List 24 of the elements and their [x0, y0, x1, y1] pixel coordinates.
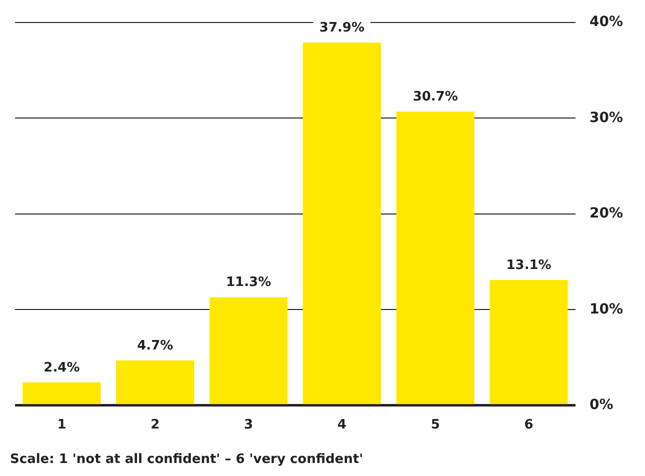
bar	[396, 111, 474, 404]
x-tick-label: 5	[430, 418, 440, 433]
bar	[490, 280, 568, 404]
bar	[22, 382, 101, 404]
data-label: 30.7%	[412, 89, 458, 104]
bar	[302, 42, 381, 404]
x-tick-label: 1	[57, 418, 66, 433]
y-tick-label: 10%	[589, 301, 624, 318]
bar	[209, 297, 288, 404]
y-tick-label: 20%	[589, 206, 624, 222]
y-tick-label: 40%	[589, 14, 624, 30]
data-label: 2.4%	[44, 360, 80, 376]
data-label: 37.9%	[319, 20, 365, 36]
data-label: 13.1%	[506, 258, 552, 273]
x-tick-label: 3	[244, 418, 254, 433]
x-tick-label: 6	[524, 418, 534, 433]
y-tick-label: 30%	[589, 110, 624, 126]
bar	[116, 360, 194, 404]
text: Scale: 1 'not at all confident' – 6 'very confident'	[10, 452, 364, 467]
y-tick-label: 0%	[589, 397, 614, 414]
data-label: 4.7%	[137, 338, 174, 354]
x-tick-label: 4	[337, 418, 346, 433]
data-label: 11.3%	[226, 275, 272, 290]
x-tick-label: 2	[150, 418, 160, 433]
